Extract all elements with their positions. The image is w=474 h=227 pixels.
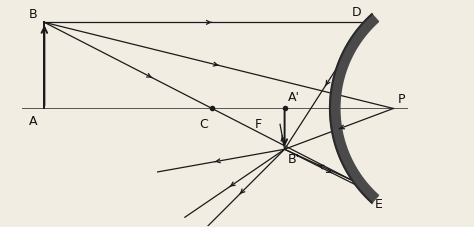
- Text: C: C: [199, 117, 208, 130]
- Text: A: A: [29, 114, 37, 127]
- Text: E: E: [375, 197, 383, 210]
- Text: B': B': [288, 152, 301, 165]
- Text: P: P: [398, 92, 405, 105]
- Text: D: D: [352, 6, 362, 19]
- Polygon shape: [330, 15, 379, 203]
- Text: F: F: [255, 117, 262, 130]
- Text: B: B: [29, 8, 37, 21]
- Text: A': A': [288, 91, 300, 104]
